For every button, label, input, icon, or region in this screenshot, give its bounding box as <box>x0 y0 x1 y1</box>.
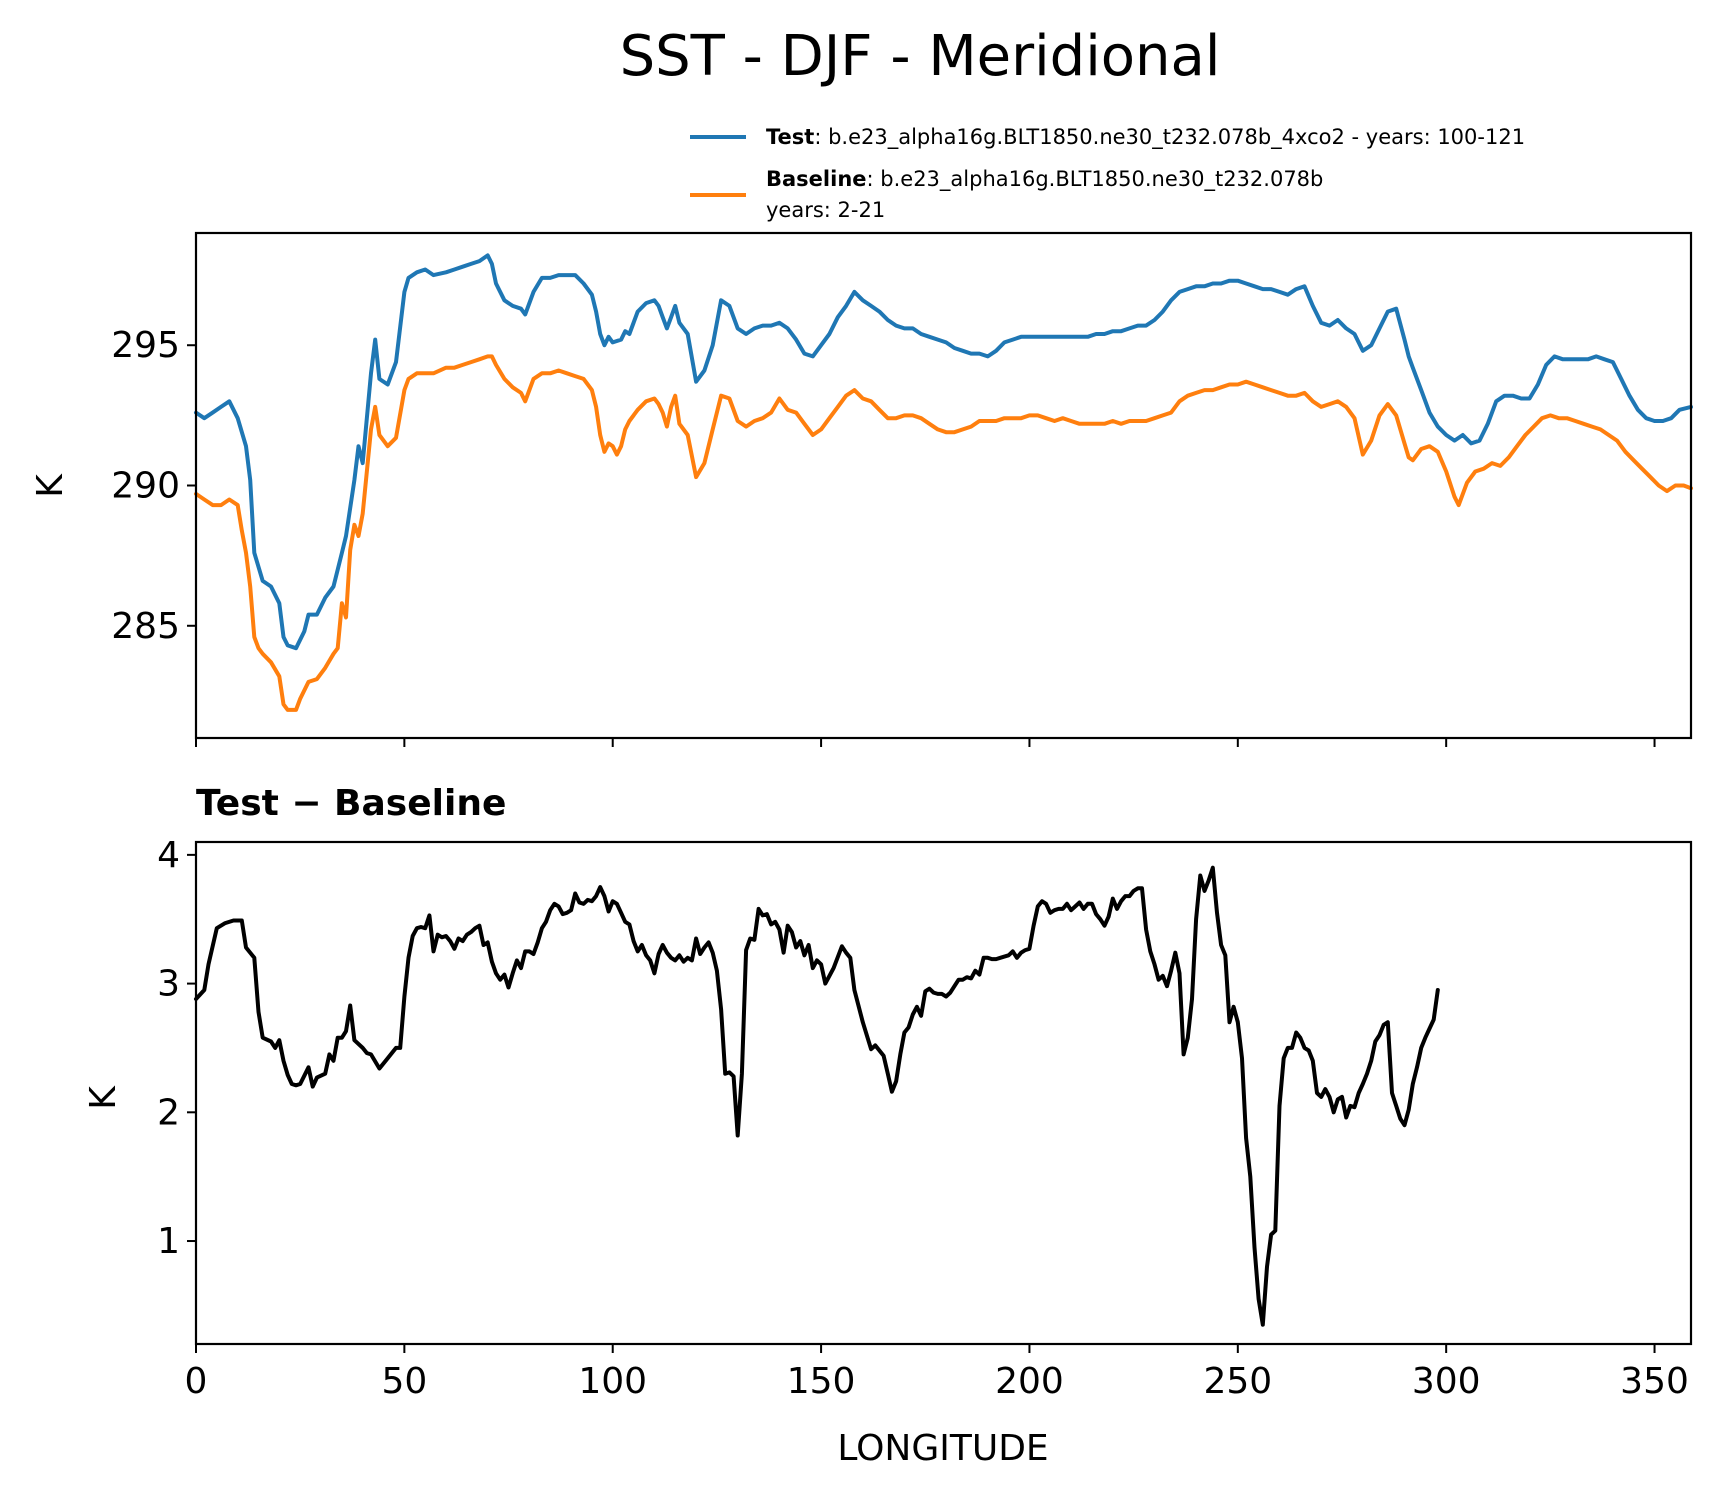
legend-baseline-text: : b.e23_alpha16g.BLT1850.ne30_t232.078b <box>867 167 1324 192</box>
top-panel: 285 290 295 K <box>30 231 1693 747</box>
legend-baseline-key: Baseline <box>766 167 867 191</box>
legend-baseline-years: years: 2-21 <box>766 198 885 222</box>
bottom-plot-frame <box>194 840 1693 1346</box>
bottom-y-tick-label: 2 <box>157 1092 180 1133</box>
top-x-ticks <box>195 738 1656 747</box>
top-y-ticks: 285 290 295 <box>111 325 196 647</box>
top-series-line-baseline <box>194 354 1693 712</box>
top-y-tick-label: 290 <box>111 466 180 507</box>
bottom-y-axis-label: K <box>83 1085 124 1110</box>
bottom-y-ticks: 1 2 3 4 <box>157 835 196 1262</box>
bottom-panel-title: Test − Baseline <box>196 783 506 824</box>
legend-test-text: : b.e23_alpha16g.BLT1850.ne30_t232.078b_… <box>814 125 1525 150</box>
bottom-x-tick-label: 300 <box>1412 1361 1481 1402</box>
legend-test-key: Test <box>766 125 814 149</box>
bottom-series-line-test-baseline <box>194 865 1440 1327</box>
figure-title: SST - DJF - Meridional <box>620 24 1221 89</box>
top-series-line-test <box>194 253 1693 651</box>
bottom-x-ticks: 0 50 100 150 200 250 300 350 <box>185 1344 1689 1402</box>
bottom-x-tick-label: 350 <box>1620 1361 1689 1402</box>
top-y-tick-label: 285 <box>111 606 180 647</box>
bottom-x-tick-label: 50 <box>381 1361 427 1402</box>
bottom-x-tick-label: 100 <box>578 1361 647 1402</box>
top-y-tick-label: 295 <box>111 325 180 366</box>
bottom-panel: Test − Baseline 1 2 3 4 0 50 100 150 200 250 300 3… <box>83 783 1693 1469</box>
bottom-y-tick-label: 1 <box>157 1221 180 1262</box>
bottom-y-tick-label: 4 <box>157 835 180 876</box>
bottom-x-tick-label: 200 <box>995 1361 1064 1402</box>
legend-test-entry: Test: b.e23_alpha16g.BLT1850.ne30_t232.0… <box>766 125 1525 150</box>
legend-baseline-entry: Baseline: b.e23_alpha16g.BLT1850.ne30_t2… <box>766 167 1323 192</box>
bottom-series-group <box>194 865 1440 1327</box>
bottom-x-tick-label: 250 <box>1203 1361 1272 1402</box>
x-axis-label: LONGITUDE <box>837 1428 1048 1469</box>
bottom-y-tick-label: 3 <box>157 964 180 1005</box>
top-y-axis-label: K <box>30 473 71 498</box>
legend: Test: b.e23_alpha16g.BLT1850.ne30_t232.0… <box>690 125 1525 222</box>
bottom-x-tick-label: 150 <box>787 1361 856 1402</box>
bottom-x-tick-label: 0 <box>185 1361 208 1402</box>
top-series-group <box>194 253 1693 712</box>
